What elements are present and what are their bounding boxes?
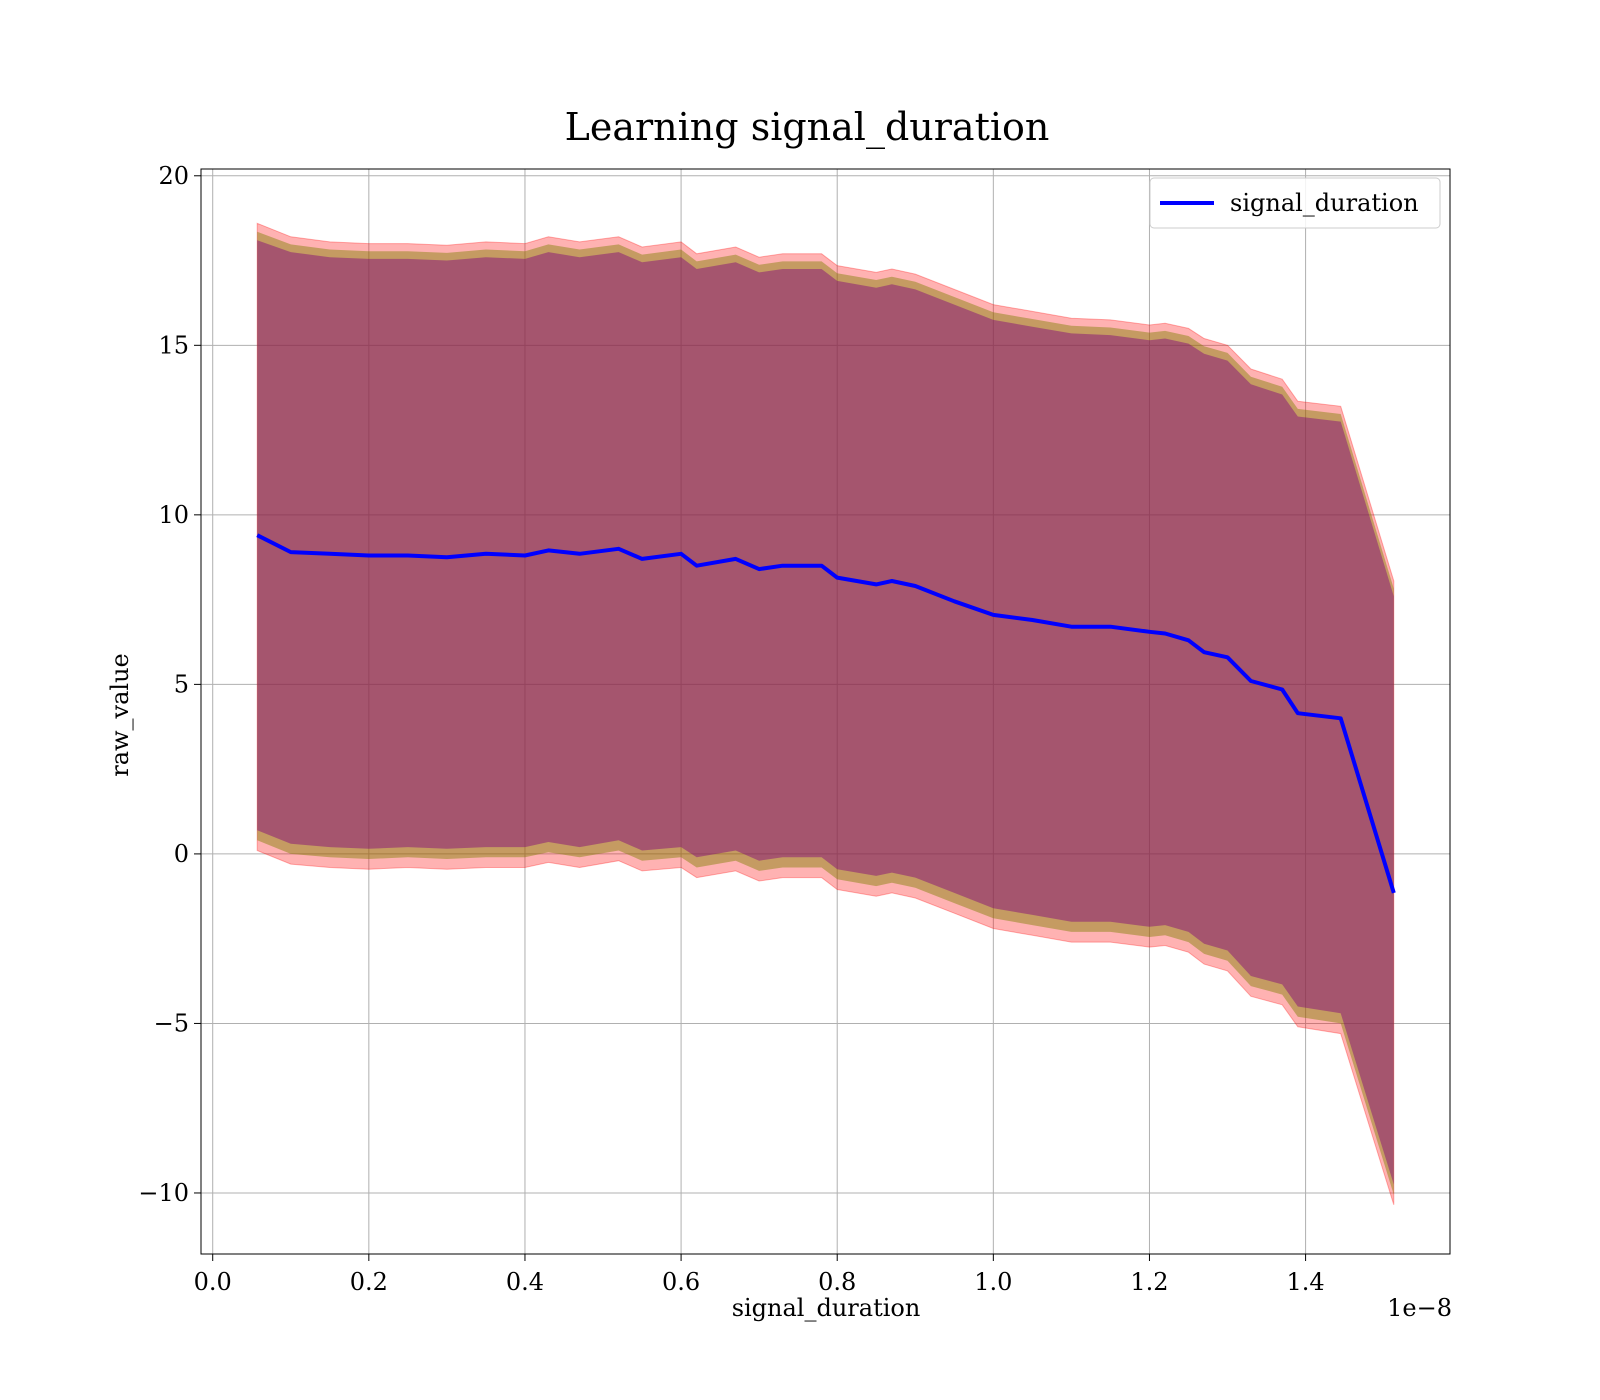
- x-tick-label-0: 0.0: [194, 1268, 232, 1296]
- y-tick-label-3: 5: [174, 670, 189, 698]
- plot-frame: [200, 168, 1451, 1255]
- series-line-signal-duration: [256, 533, 1396, 894]
- x-axis-label: signal_duration: [732, 1294, 921, 1322]
- legend: signal_duration: [1149, 177, 1441, 229]
- bands: [256, 222, 1395, 1205]
- x-tick-label-1: 0.2: [350, 1268, 388, 1296]
- y-tick-label-2: 0: [174, 840, 189, 868]
- y-tick-label-6: 20: [158, 162, 189, 190]
- outer-band: [256, 222, 1395, 1205]
- y-axis-label: raw_value: [106, 653, 134, 777]
- y-tick-label-1: −5: [154, 1009, 189, 1037]
- x-tick-label-3: 0.6: [662, 1268, 700, 1296]
- chart-title: Learning signal_duration: [565, 105, 1050, 150]
- y-axis-ticks: −10 −5 0 5 10 15 20: [138, 162, 201, 1207]
- x-axis-ticks: 0.0 0.2 0.4 0.6 0.8 1.0 1.2 1.4: [194, 1254, 1325, 1296]
- x-tick-label-5: 1.0: [974, 1268, 1012, 1296]
- y-tick-label-0: −10: [138, 1179, 189, 1207]
- y-tick-label-4: 10: [158, 501, 189, 529]
- legend-box: [1149, 177, 1441, 229]
- x-tick-label-7: 1.4: [1286, 1268, 1324, 1296]
- x-tick-label-2: 0.4: [506, 1268, 544, 1296]
- mean-line-layer: [256, 533, 1396, 894]
- x-tick-label-4: 0.8: [818, 1268, 856, 1296]
- grid: [201, 169, 1450, 1254]
- x-axis-offset-label: 1e−8: [1387, 1294, 1452, 1322]
- x-tick-label-6: 1.2: [1130, 1268, 1168, 1296]
- inner-band: [257, 240, 1394, 1185]
- legend-label-signal-duration: signal_duration: [1230, 189, 1419, 217]
- y-tick-label-5: 15: [158, 331, 189, 359]
- middle-band: [257, 231, 1394, 1195]
